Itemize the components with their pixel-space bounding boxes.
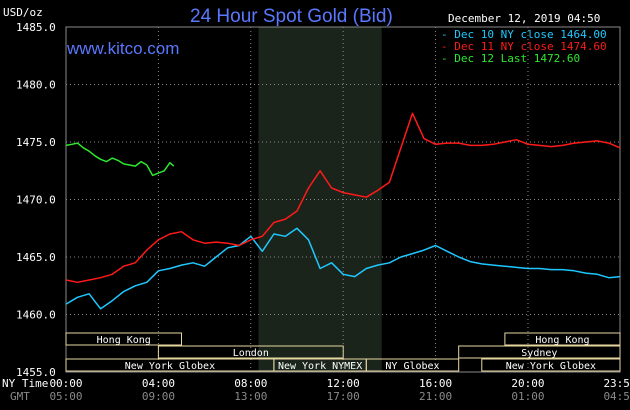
series-line-3 <box>65 142 175 177</box>
trading-sessions: Hong Kong London New York Globex New York N… <box>65 332 621 372</box>
series-line-1 <box>65 227 621 310</box>
legend-entry: - Dec 10 NY close 1464.00 <box>441 28 607 41</box>
price-series <box>65 112 621 310</box>
nymex-highlight-band <box>258 27 382 372</box>
x-tick-gmt: 05:00 <box>49 390 82 403</box>
y-tick-label: 1470.0 <box>16 194 56 207</box>
x-tick-ny: 00:00 <box>49 377 82 390</box>
x-tick-ny: 08:00 <box>234 377 267 390</box>
legend-entry: - Dec 12 Last 1472.60 <box>441 52 580 65</box>
session-box <box>157 345 344 359</box>
session-label: New York NYMEX <box>278 361 362 372</box>
chart-title: 24 Hour Spot Gold (Bid) <box>190 6 393 27</box>
y-axis-ticks: 1485.0 1480.0 1475.0 1470.0 1465.0 1460.0 1455… <box>16 21 56 379</box>
y-tick-label: 1465.0 <box>16 251 56 264</box>
units-label: USD/oz <box>3 6 43 19</box>
x-tick-ny: 23:59 <box>603 377 630 390</box>
timestamp: December 12, 2019 04:50 <box>448 12 600 25</box>
session-label: New York Globex <box>125 361 215 372</box>
session-label: London <box>233 348 269 359</box>
x-tick-ny: 04:00 <box>142 377 175 390</box>
x-tick-gmt: 13:00 <box>234 390 267 403</box>
x-tick-gmt: 01:00 <box>511 390 544 403</box>
y-tick-label: 1460.0 <box>16 309 56 322</box>
session-box <box>65 332 182 346</box>
session-label: New York Globex <box>506 361 596 372</box>
brand-logo: www.kitco.com <box>66 39 179 58</box>
ny-time-label: NY Time <box>2 377 48 390</box>
session-label: Hong Kong <box>535 335 589 346</box>
session-box <box>458 345 621 359</box>
session-box <box>504 332 621 346</box>
x-tick-gmt: 09:00 <box>142 390 175 403</box>
x-tick-gmt: 04:59 <box>603 390 630 403</box>
y-tick-label: 1475.0 <box>16 136 56 149</box>
session-label: Hong Kong <box>97 335 151 346</box>
legend-entry: - Dec 11 NY close 1474.60 <box>441 40 607 53</box>
legend: - Dec 10 NY close 1464.00- Dec 11 NY clo… <box>441 28 607 65</box>
session-label: Sydney <box>521 348 557 359</box>
series-line-2 <box>65 112 621 284</box>
session-box <box>365 358 460 372</box>
gmt-label: GMT <box>10 390 30 403</box>
y-tick-label: 1455.0 <box>16 366 56 379</box>
grid-lines <box>65 26 621 373</box>
x-tick-ny: 16:00 <box>419 377 452 390</box>
x-tick-gmt: 17:00 <box>327 390 360 403</box>
x-tick-ny: 20:00 <box>511 377 544 390</box>
y-tick-label: 1480.0 <box>16 79 56 92</box>
x-tick-gmt: 21:00 <box>419 390 452 403</box>
session-box <box>481 358 621 372</box>
y-tick-label: 1485.0 <box>16 21 56 34</box>
x-tick-ny: 12:00 <box>327 377 360 390</box>
session-label: NY Globex <box>385 361 439 372</box>
